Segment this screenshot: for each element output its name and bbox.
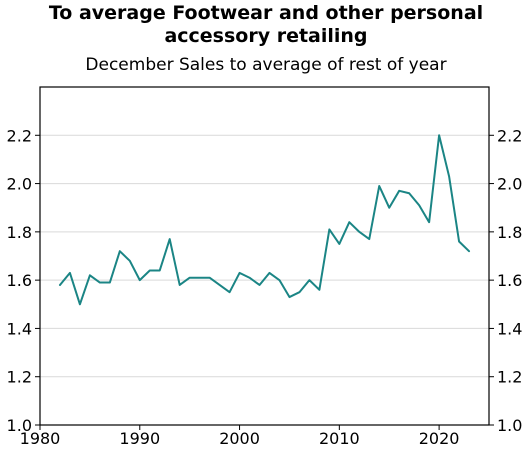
plot-frame [39, 86, 490, 426]
y-tick-label-left: 1.8 [7, 223, 32, 242]
x-tick-label: 1980 [20, 429, 61, 448]
x-tick-label: 1990 [119, 429, 160, 448]
x-tick-label: 2020 [419, 429, 460, 448]
y-tick-label-right: 2.0 [497, 175, 522, 194]
y-tick-label-right: 1.4 [497, 319, 522, 338]
y-tick-label-left: 2.2 [7, 126, 32, 145]
y-tick-label-left: 1.4 [7, 319, 32, 338]
x-tick-label: 2000 [219, 429, 260, 448]
series-line [58, 134, 471, 306]
y-tick-label-left: 1.2 [7, 368, 32, 387]
series-line-group [58, 134, 471, 306]
chart-subtitle: December Sales to average of rest of yea… [85, 55, 447, 75]
y-tick-label-right: 1.2 [497, 368, 522, 387]
y-tick-label-right: 1.0 [497, 416, 522, 435]
chart-title: To average Footwear and other personal a… [48, 2, 484, 47]
y-tick-label-right: 2.2 [497, 126, 522, 145]
axis-ticks: 1.0 1.0 1.2 1.2 1.4 1.4 1.6 1.6 1.8 1.8 2.0 2.0 2.2 2… [7, 126, 523, 448]
y-tick-label-right: 1.6 [497, 271, 522, 290]
x-tick-label: 2010 [319, 429, 360, 448]
y-tick-label-right: 1.8 [497, 223, 522, 242]
gridlines [40, 134, 489, 378]
y-tick-label-left: 2.0 [7, 175, 32, 194]
y-tick-label-left: 1.0 [7, 416, 32, 435]
y-tick-label-left: 1.6 [7, 271, 32, 290]
